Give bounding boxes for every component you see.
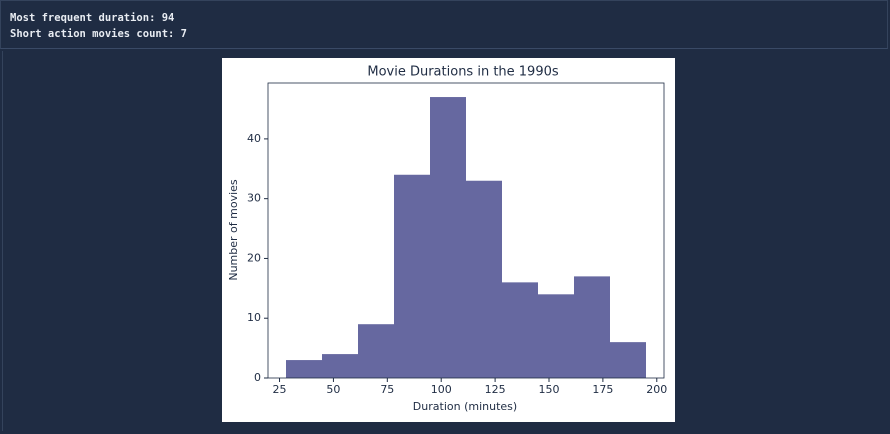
- bar: [610, 342, 646, 378]
- y-tick-label: 0: [254, 371, 261, 384]
- x-tick-label: 125: [485, 383, 506, 396]
- bar: [286, 360, 322, 378]
- chart-title: Movie Durations in the 1990s: [367, 65, 559, 80]
- output-line: Short action movies count: 7: [10, 28, 188, 40]
- x-tick-label: 50: [326, 383, 340, 396]
- output-line: Most frequent duration: 94: [10, 12, 175, 24]
- bar: [574, 276, 610, 378]
- x-tick-label: 25: [273, 383, 287, 396]
- bar: [358, 324, 394, 378]
- bar: [538, 294, 574, 378]
- bar: [502, 282, 538, 378]
- y-tick-label: 40: [247, 132, 261, 145]
- y-axis-label: Number of movies: [227, 179, 240, 281]
- bar: [430, 97, 466, 379]
- bar: [322, 354, 358, 378]
- x-axis-label: Duration (minutes): [413, 400, 517, 413]
- bar: [466, 180, 502, 378]
- x-tick-label: 100: [431, 383, 452, 396]
- x-tick-label: 75: [380, 383, 394, 396]
- cell-output: Most frequent duration: 94 Short action …: [0, 0, 888, 49]
- y-tick-label: 10: [247, 311, 261, 324]
- x-tick-label: 175: [592, 383, 613, 396]
- x-tick-label: 200: [646, 383, 667, 396]
- y-tick-label: 30: [247, 192, 261, 205]
- bar: [394, 174, 430, 378]
- plot-frame: [267, 82, 665, 379]
- x-tick-label: 150: [538, 383, 559, 396]
- chart: Movie Durations in the 1990s Duration (m…: [222, 58, 675, 422]
- y-tick-label: 20: [247, 251, 261, 264]
